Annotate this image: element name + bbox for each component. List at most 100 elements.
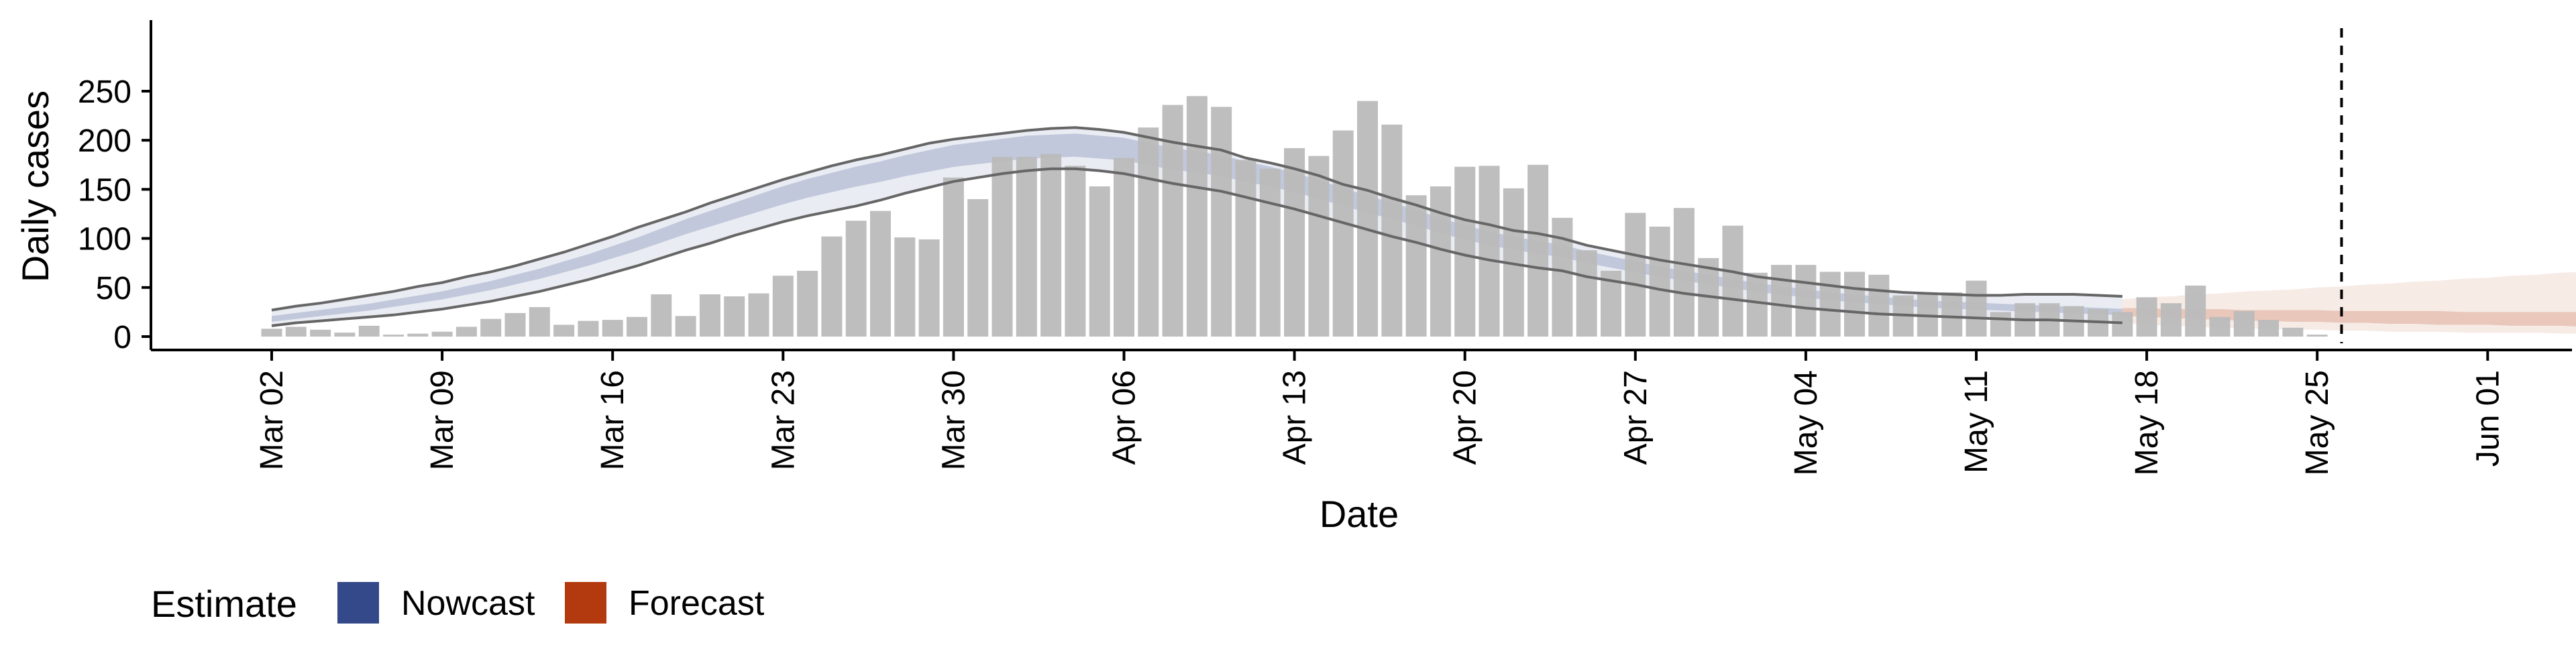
reported-cases-bar [1649,227,1670,337]
x-tick-label: May 11 [1959,370,1994,473]
reported-cases-bar [2160,303,2182,337]
reported-cases-bar [310,329,331,337]
reported-cases-bar [1990,312,2011,337]
reported-cases-bar [772,276,794,337]
legend-swatch-forecast [565,582,606,624]
x-tick-label: Mar 16 [595,370,631,470]
reported-cases-bar [1405,195,1427,337]
reported-cases-bar [431,331,453,337]
y-tick-label: 150 [78,172,131,208]
reported-cases-bar [1819,272,1841,337]
x-tick-label: Mar 09 [425,370,460,470]
y-axis-title: Daily cases [14,91,56,282]
y-tick-label: 200 [78,123,131,159]
reported-cases-bar [1941,292,1963,337]
reported-cases-bar [1016,157,1037,337]
reported-cases-bar [943,177,964,337]
reported-cases-bar [2112,312,2133,337]
reported-cases-bar [1479,166,1500,337]
reported-cases-bar [821,236,843,337]
reported-cases-bar [1308,156,1330,337]
legend: Estimate Nowcast Forecast [151,582,765,625]
reported-cases-bar [699,294,720,337]
nowcast-lower-line [271,167,2123,327]
reported-cases-bar [358,325,380,337]
x-tick-label: Mar 02 [254,370,290,470]
reported-cases-bar [797,270,818,337]
reported-cases-bar [1868,274,1890,337]
reported-cases-bar [1722,225,1743,337]
reported-cases-bar [334,333,356,337]
reported-cases-bar [894,237,916,337]
y-axis-ticks: 0 50 100 150 200 250 [78,74,151,355]
reported-cases-bar [1138,127,1159,337]
reported-cases-bar [1114,158,1134,337]
reported-cases-bar [1795,265,1817,337]
reported-cases-bar [1454,166,1476,337]
reported-cases-bar [918,239,940,337]
reported-cases-bar [1065,166,1086,337]
x-tick-label: Apr 13 [1277,370,1313,465]
legend-label-forecast: Forecast [629,584,765,623]
reported-cases-bar [261,329,282,337]
axes [150,20,2572,351]
reported-cases-bar [991,157,1013,337]
reported-cases-bar [2233,310,2255,337]
reported-cases-bar [578,320,599,337]
reported-cases-bar [480,318,502,337]
reported-cases-bar [748,293,769,337]
reported-cases-bar [1332,130,1354,337]
reported-cases-bar [1844,272,1865,337]
reported-cases-bar [285,327,307,337]
legend-title: Estimate [151,583,297,625]
reported-cases-bar [1186,96,1208,337]
y-tick-label: 100 [78,222,131,257]
reported-cases-bar [967,199,989,337]
reported-cases-bar [651,294,672,337]
reported-cases-bar [1527,164,1549,337]
reported-cases-bar [1771,265,1792,337]
reported-cases-bar [1746,272,1768,337]
reported-cases-bar [529,307,550,337]
reported-cases-bar [675,316,696,337]
reported-cases-bar [870,211,891,337]
y-tick-label: 250 [78,74,131,110]
x-tick-label: Mar 23 [765,370,801,470]
reported-cases-bar [627,316,647,337]
reported-cases-bar [2306,335,2328,337]
reported-cases-bar [1430,186,1451,337]
reported-cases-bar [1211,107,1232,337]
reported-cases-bar [2136,297,2157,337]
reported-cases-bar [504,312,526,337]
reported-cases-bar [407,333,429,337]
x-tick-label: May 25 [2300,370,2335,475]
reported-cases-bar [2282,327,2304,337]
x-tick-label: Apr 27 [1618,370,1654,465]
interval-outline-lines [271,126,2123,327]
reported-cases-bar [1284,148,1305,337]
x-tick-label: May 18 [2129,370,2165,475]
x-tick-label: May 04 [1788,370,1824,475]
x-tick-label: Mar 30 [936,370,971,470]
reported-cases-bar [1089,186,1110,337]
reported-cases-bar [1673,208,1695,337]
reported-cases-bar [553,325,575,337]
x-axis-ticks: Mar 02 Mar 09 Mar 16 Mar 23 Mar 30 Apr 06 Apr … [254,350,2506,475]
reported-cases-bar [1357,101,1378,337]
reported-cases-bar [1966,280,1987,337]
reported-cases-bar [602,320,623,337]
reported-cases-bar [383,335,404,337]
reported-cases-bar [845,221,867,337]
nowcast-upper-line [271,126,2123,312]
reported-cases-bar [1040,154,1062,337]
reported-cases-bar [2258,320,2279,337]
reported-cases-bar [1381,124,1403,337]
reported-cases-bar [455,327,477,337]
x-tick-label: Apr 06 [1107,370,1142,465]
x-tick-label: Jun 01 [2470,370,2506,467]
legend-swatch-nowcast [337,582,379,624]
y-tick-label: 0 [113,320,131,355]
reported-cases-bar [1235,160,1256,337]
reported-cases-bar [2185,285,2206,337]
